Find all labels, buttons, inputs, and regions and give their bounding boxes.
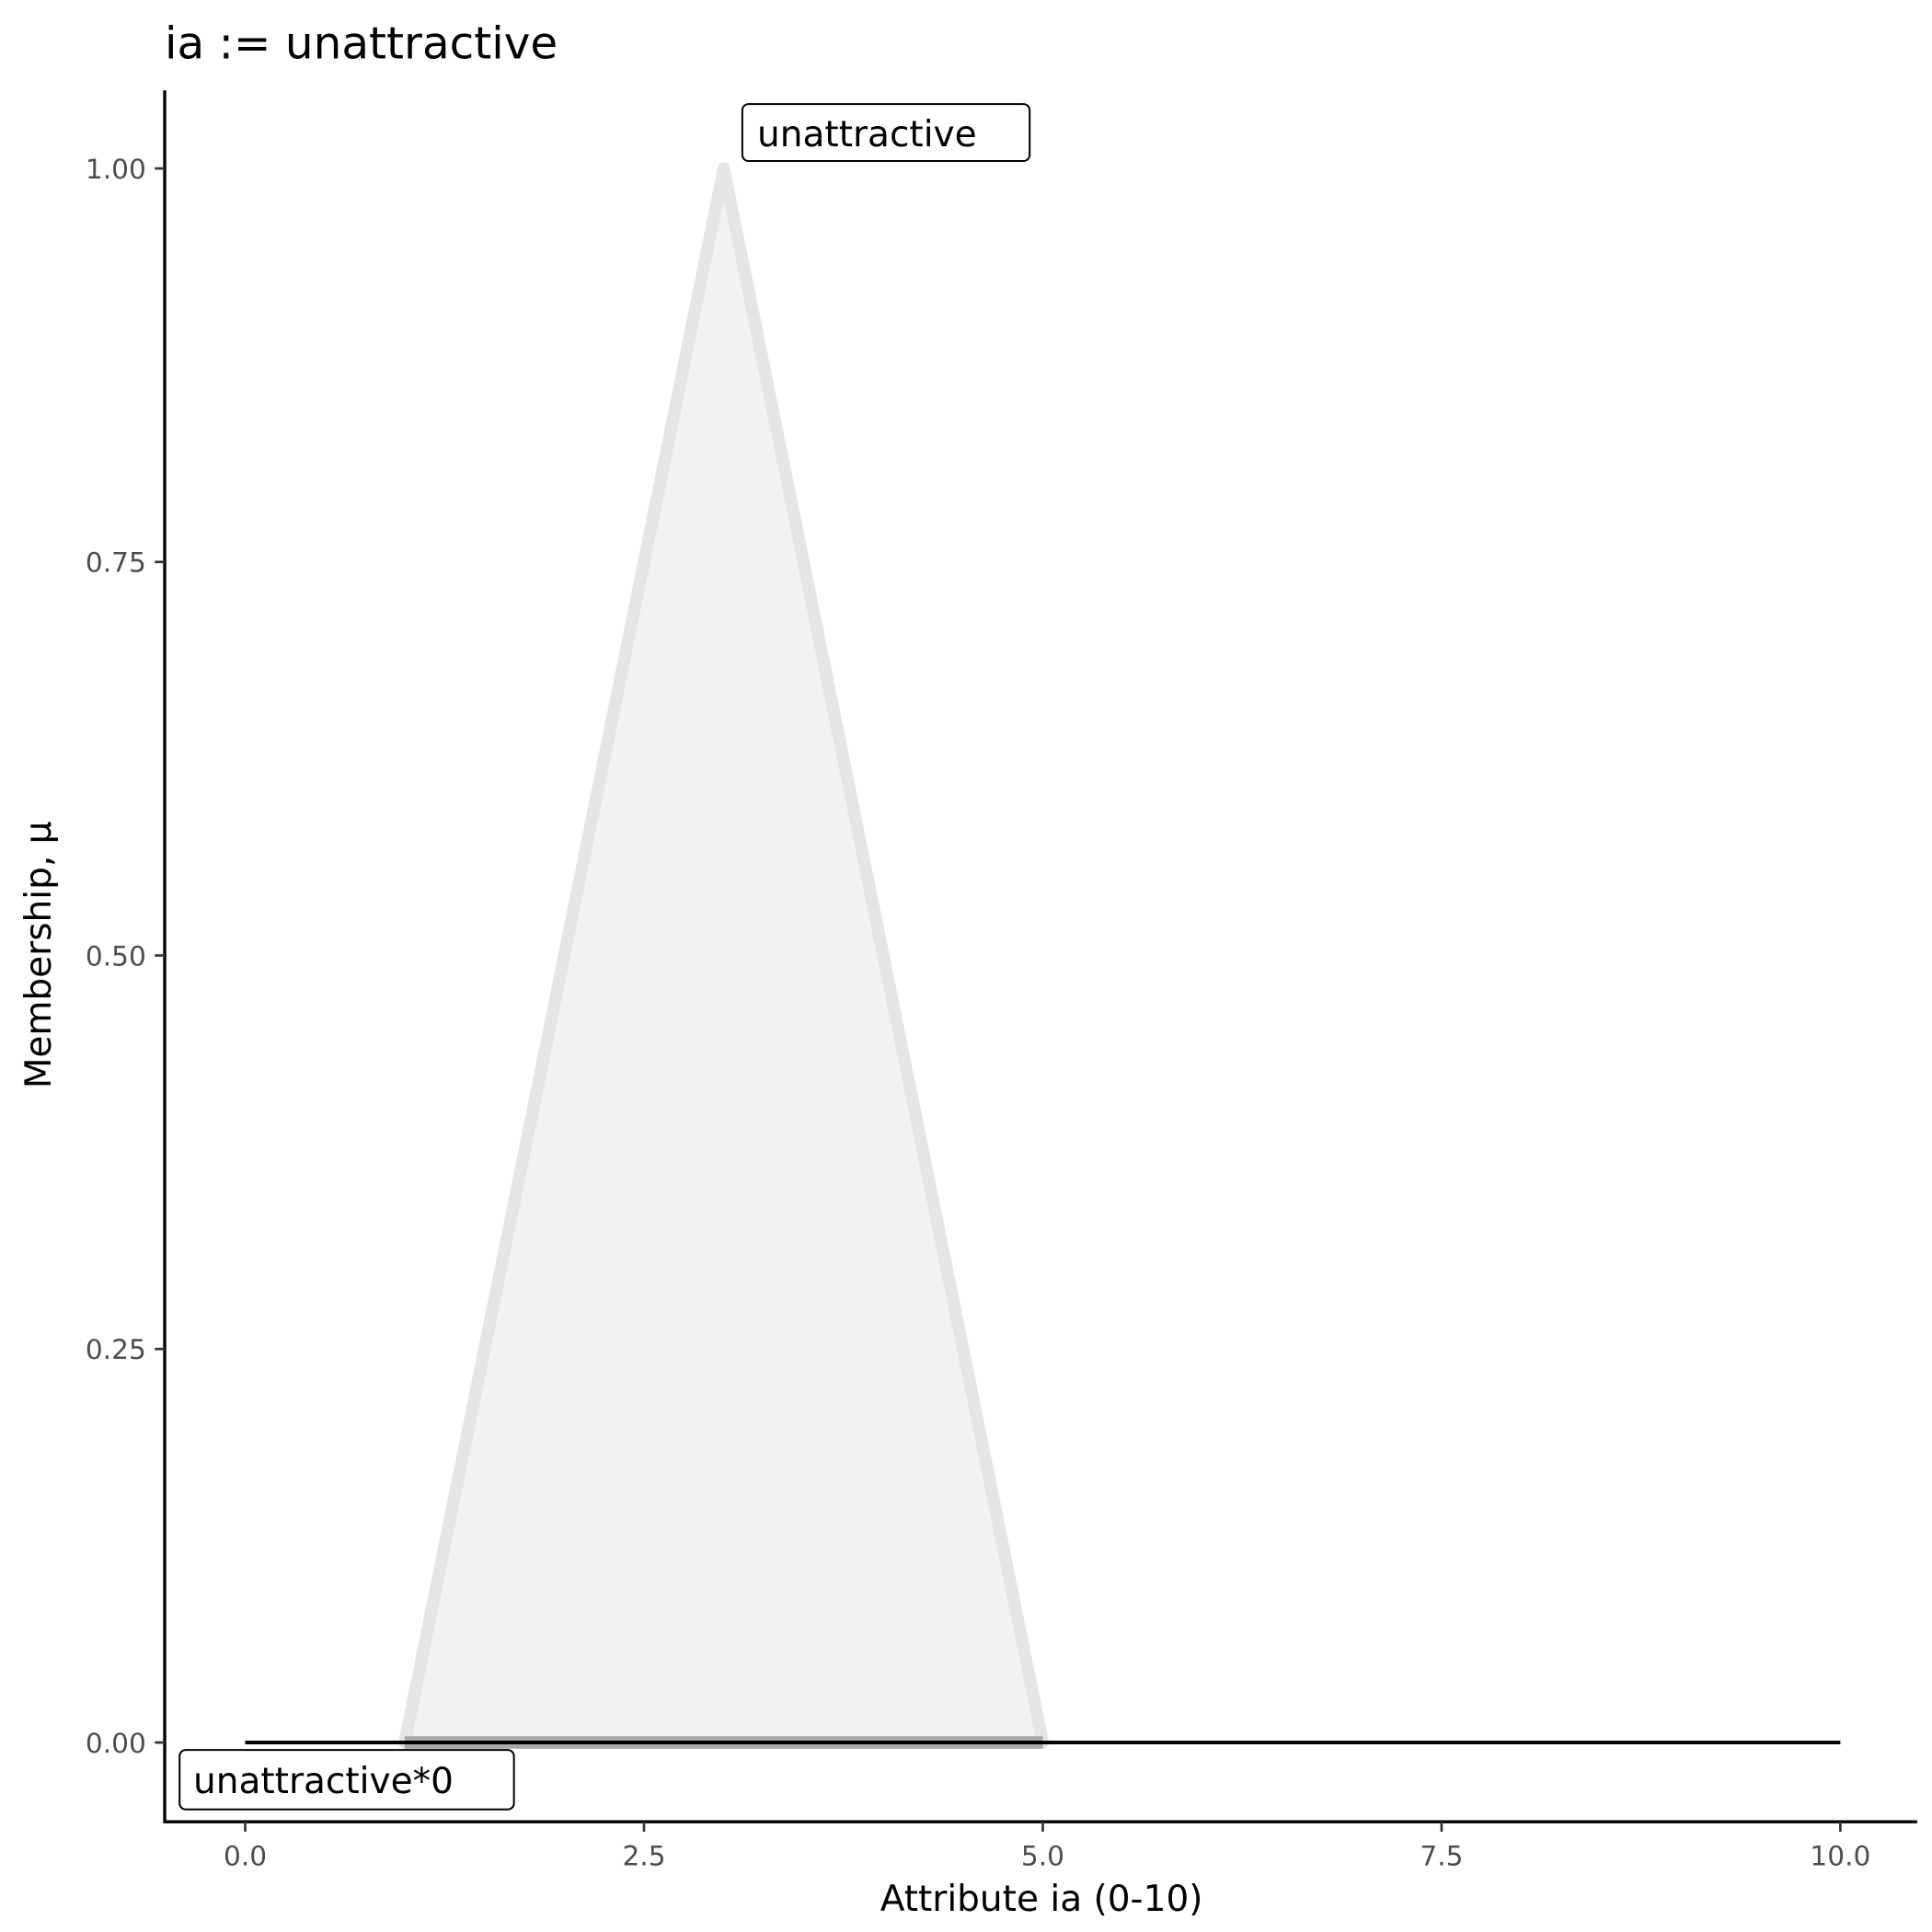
x-axis-title: Attribute ia (0-10): [880, 1879, 1203, 1920]
annotation-label: unattractive*0: [193, 1761, 454, 1802]
membership-triangle-unattractive: [398, 162, 1050, 1749]
annotation-label: unattractive: [757, 114, 977, 155]
y-tick-label: 0.00: [86, 1728, 146, 1759]
x-ticks: 0.0 2.5 5.0 7.5 10.0: [224, 1822, 1870, 1871]
y-tick-label: 0.50: [86, 940, 146, 972]
x-tick-label: 10.0: [1810, 1840, 1870, 1871]
chart-title: ia := unattractive: [165, 17, 558, 69]
y-ticks: 0.00 0.25 0.50 0.75 1.00: [86, 154, 166, 1759]
annotation-box: [741, 103, 1031, 163]
plot-area: unattractive unattractive*0: [178, 103, 1841, 1811]
annotation-box: [178, 1749, 515, 1811]
y-tick-label: 1.00: [86, 154, 146, 185]
y-tick-label: 0.25: [86, 1334, 146, 1365]
x-tick-label: 2.5: [622, 1840, 665, 1871]
x-tick-label: 0.0: [224, 1840, 267, 1871]
x-tick-label: 7.5: [1420, 1840, 1463, 1871]
y-tick-label: 0.75: [86, 547, 146, 579]
x-tick-label: 5.0: [1021, 1840, 1064, 1871]
y-axis-title: Membership, μ: [18, 821, 60, 1088]
